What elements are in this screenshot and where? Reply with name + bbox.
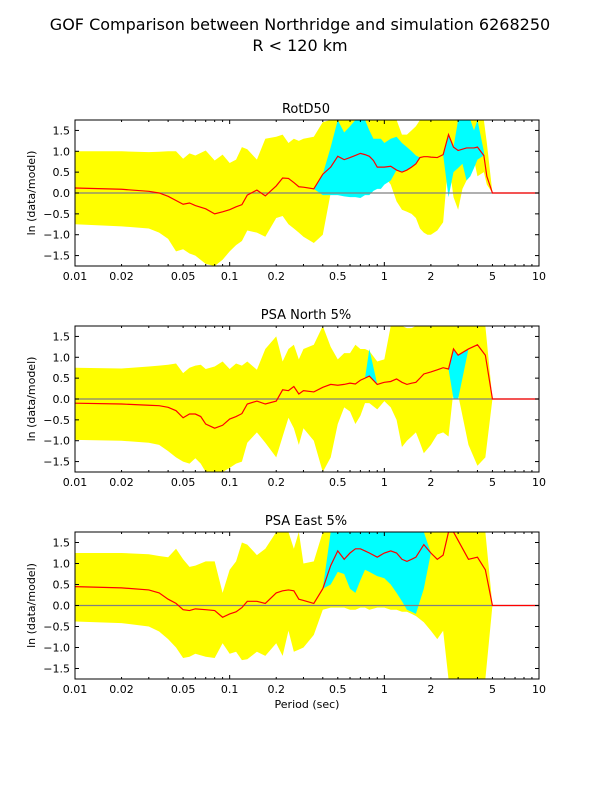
x-tick-label: 0.02 <box>109 476 134 489</box>
y-tick-label: −1.5 <box>43 456 70 469</box>
y-tick-label: −0.5 <box>43 414 70 427</box>
x-tick-label: 0.2 <box>267 270 285 283</box>
x-tick-label: 0.5 <box>329 683 347 696</box>
y-tick-label: −1.5 <box>43 250 70 263</box>
y-tick-label: 0.0 <box>53 393 71 406</box>
x-tick-label: 0.05 <box>171 476 196 489</box>
y-tick-label: −0.5 <box>43 621 70 634</box>
x-tick-label: 0.5 <box>329 476 347 489</box>
x-tick-label: 0.5 <box>329 270 347 283</box>
plot-area <box>75 532 539 679</box>
y-axis-label: ln (data/model) <box>25 357 38 442</box>
y-axis-label: ln (data/model) <box>25 563 38 648</box>
y-tick-label: 1.5 <box>53 537 71 550</box>
x-tick-label: 10 <box>532 270 546 283</box>
y-tick-label: 0.5 <box>53 372 71 385</box>
mean-ratio-line <box>75 532 539 618</box>
plot-area <box>75 326 539 472</box>
x-tick-label: 0.02 <box>109 270 134 283</box>
x-tick-label: 2 <box>427 270 434 283</box>
y-tick-label: −0.5 <box>43 208 70 221</box>
y-axis-label: ln (data/model) <box>25 151 38 236</box>
confidence-band-inner <box>75 532 539 618</box>
y-tick-label: −1.0 <box>43 642 70 655</box>
x-tick-label: 10 <box>532 476 546 489</box>
x-tick-label: 5 <box>489 476 496 489</box>
x-tick-label: 0.1 <box>221 683 239 696</box>
y-tick-label: 0.5 <box>53 166 71 179</box>
panel-psa-north: PSA North 5% −1.5 −1.0 −0.5 0.0 0.5 1.0 1.5 0.0… <box>25 308 546 489</box>
y-tick-label: 0.0 <box>53 600 71 613</box>
panel-psa-east: PSA East 5% −1.5 −1.0 −0.5 0.0 0.5 1.0 1.5 0.01… <box>25 514 546 711</box>
x-tick-label: 0.05 <box>171 683 196 696</box>
y-tick-label: 1.5 <box>53 330 71 343</box>
x-tick-label: 2 <box>427 476 434 489</box>
x-tick-label: 0.2 <box>267 476 285 489</box>
y-tick-label: −1.0 <box>43 435 70 448</box>
x-tick-label: 5 <box>489 270 496 283</box>
x-axis-label: Period (sec) <box>275 698 340 711</box>
panel-rotd50: RotD50 −1.5 −1.0 −0.5 0.0 0.5 1.0 1.5 0.01 0.02 0… <box>25 102 546 283</box>
y-tick-label: −1.0 <box>43 229 70 242</box>
y-tick-label: 1.0 <box>53 558 71 571</box>
y-tick-label: 1.5 <box>53 124 71 137</box>
x-tick-label: 0.2 <box>267 683 285 696</box>
y-tick-label: 1.0 <box>53 145 71 158</box>
x-tick-label: 1 <box>381 270 388 283</box>
confidence-band-inner <box>75 120 539 214</box>
y-tick-label: −1.5 <box>43 663 70 676</box>
figure-subtitle: R < 120 km <box>252 36 347 55</box>
y-tick-label: 0.5 <box>53 579 71 592</box>
panel-title: PSA East 5% <box>265 514 347 529</box>
y-tick-label: 0.0 <box>53 187 71 200</box>
x-tick-label: 0.01 <box>63 270 88 283</box>
x-tick-label: 0.1 <box>221 476 239 489</box>
x-tick-label: 0.1 <box>221 270 239 283</box>
y-tick-label: 1.0 <box>53 351 71 364</box>
x-tick-label: 10 <box>532 683 546 696</box>
x-tick-label: 2 <box>427 683 434 696</box>
plot-area <box>75 120 539 266</box>
panel-title: PSA North 5% <box>261 308 351 323</box>
x-tick-label: 0.05 <box>171 270 196 283</box>
x-tick-label: 5 <box>489 683 496 696</box>
figure-title: GOF Comparison between Northridge and si… <box>50 15 550 34</box>
x-tick-label: 1 <box>381 683 388 696</box>
panel-title: RotD50 <box>282 102 330 117</box>
x-tick-label: 1 <box>381 476 388 489</box>
x-tick-label: 0.02 <box>109 683 134 696</box>
x-tick-label: 0.01 <box>63 683 88 696</box>
x-tick-label: 0.01 <box>63 476 88 489</box>
mean-ratio-line <box>75 344 539 429</box>
mean-ratio-line <box>75 132 539 215</box>
